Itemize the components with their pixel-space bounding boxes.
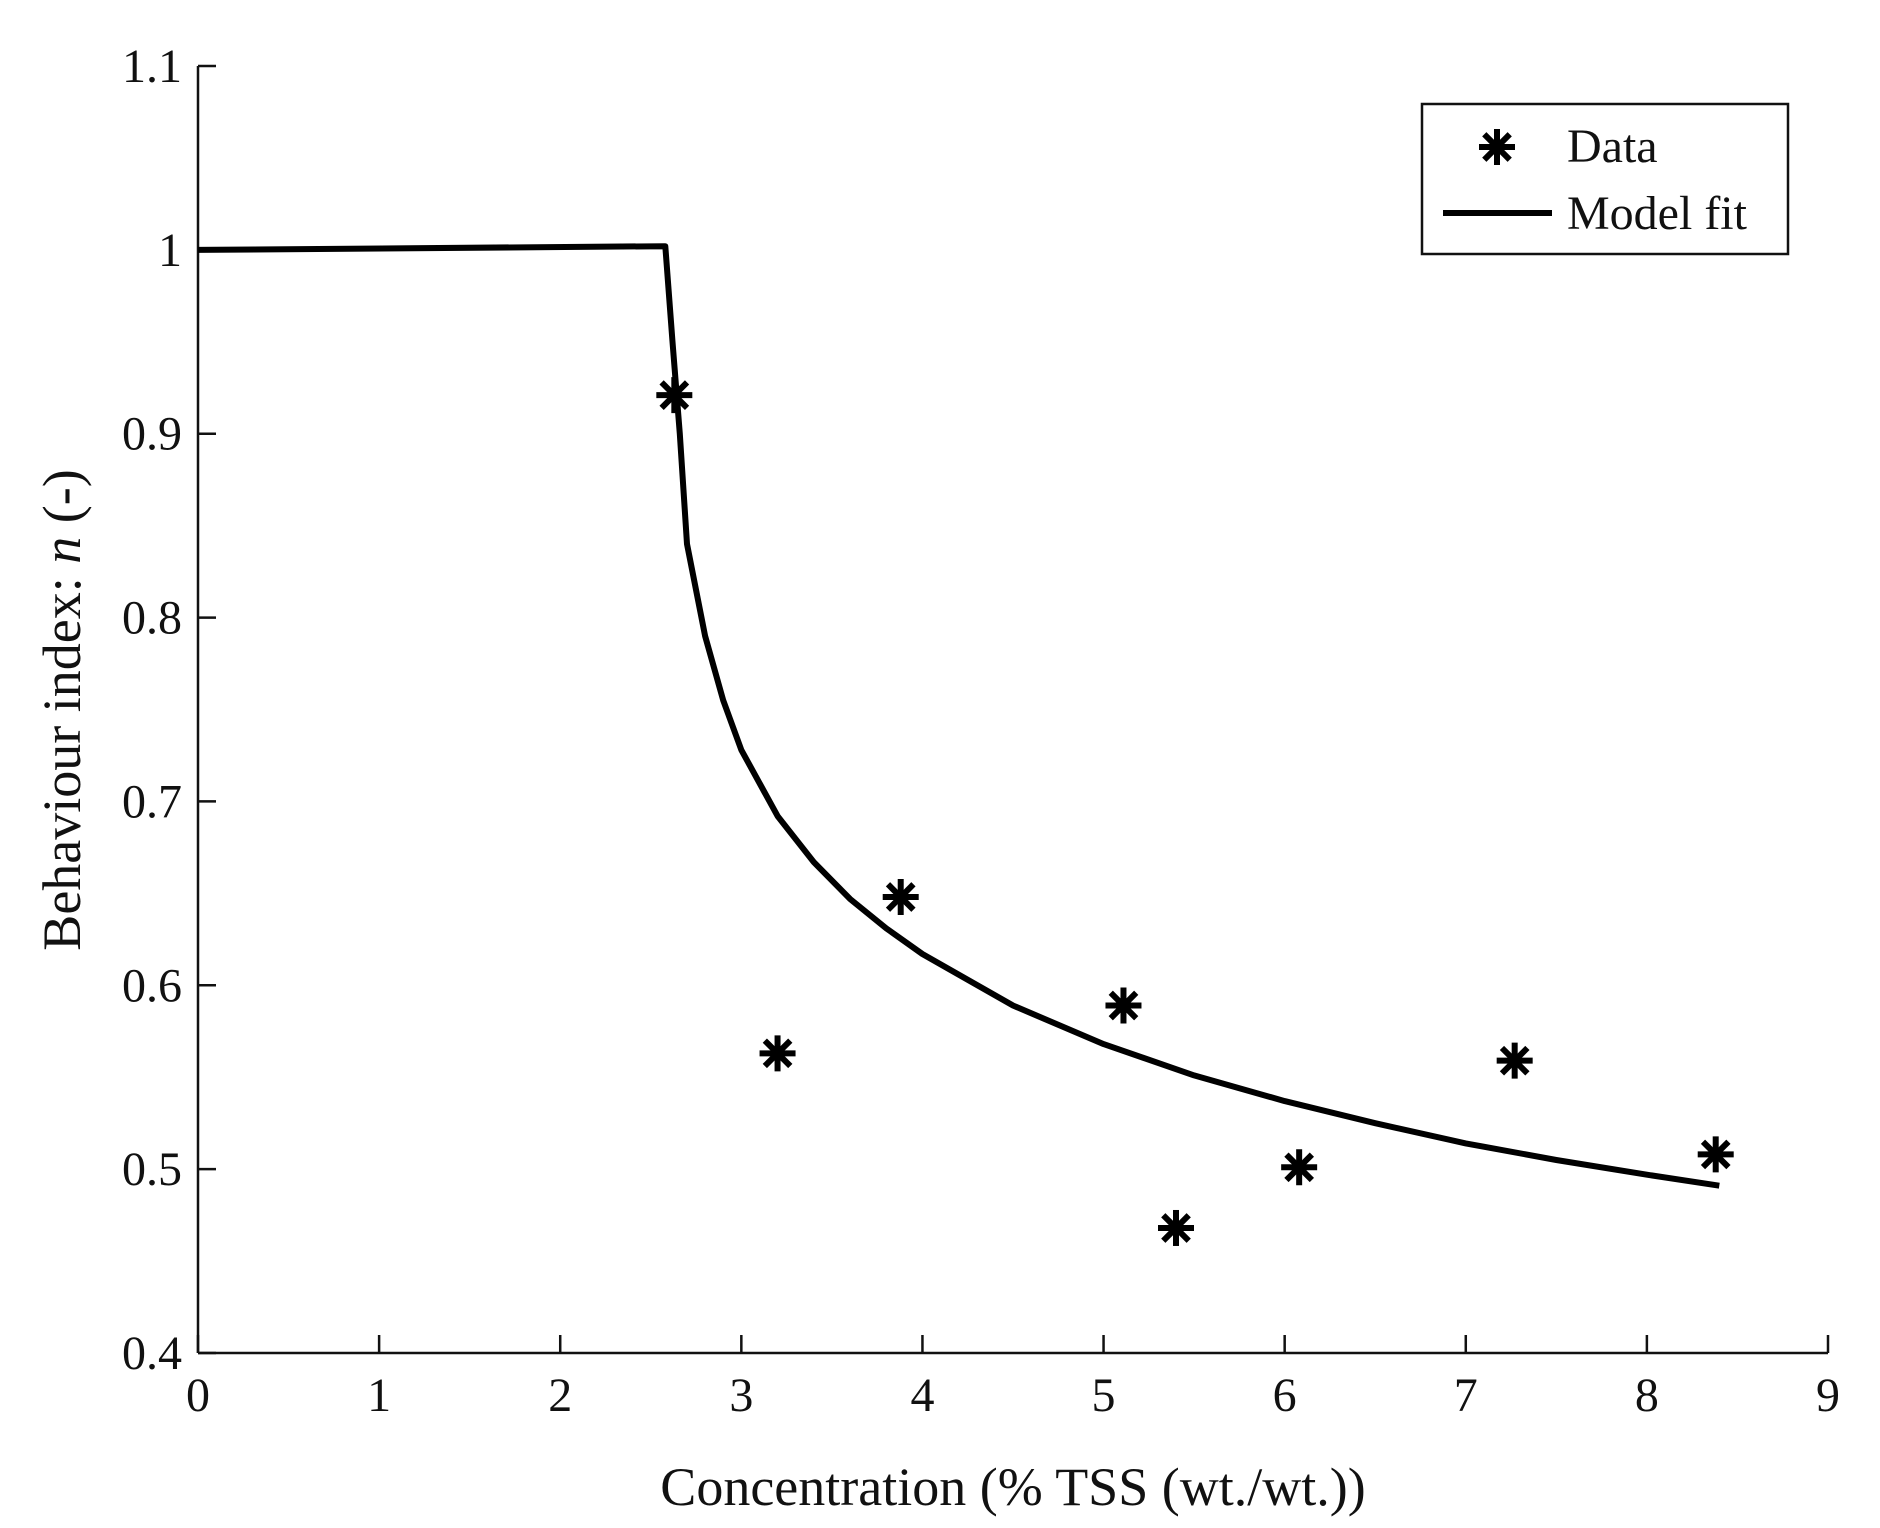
y-axis-title: Behaviour index: n (-) xyxy=(32,469,92,950)
model-fit-line xyxy=(197,243,1720,1189)
data-point xyxy=(1158,1209,1194,1246)
y-tick-label: 0.8 xyxy=(122,592,182,645)
x-tick-label: 9 xyxy=(1816,1369,1840,1422)
y-tick-label: 0.4 xyxy=(122,1327,182,1380)
legend-asterisk-icon xyxy=(1479,129,1515,165)
x-tick-label: 6 xyxy=(1273,1369,1297,1422)
axes xyxy=(196,66,1828,1355)
y-axis-title-suffix: (-) xyxy=(32,469,92,536)
legend-box xyxy=(1420,102,1790,256)
x-tick-label: 1 xyxy=(367,1369,391,1422)
y-tick-label: 0.9 xyxy=(122,408,182,461)
y-tick-label: 0.6 xyxy=(122,959,182,1012)
x-ticks: 0 1 2 3 4 5 6 7 8 9 xyxy=(186,1335,1840,1422)
data-point xyxy=(1697,1136,1734,1173)
x-tick-label: 2 xyxy=(548,1369,572,1422)
data-point xyxy=(656,377,693,414)
y-tick-label: 0.5 xyxy=(122,1143,182,1196)
y-axis-title-prefix: Behaviour index: xyxy=(32,564,92,951)
data-point xyxy=(1496,1042,1533,1079)
x-tick-label: 5 xyxy=(1092,1369,1116,1422)
legend-label-model-fit: Model fit xyxy=(1567,187,1748,240)
y-ticks: 0.4 0.5 0.6 0.7 0.8 0.9 1 1.1 xyxy=(122,40,216,1380)
legend-label-data: Data xyxy=(1567,120,1658,173)
data-point xyxy=(1281,1149,1318,1186)
y-tick-label: 1.1 xyxy=(122,40,182,93)
y-tick-label: 0.7 xyxy=(122,775,182,828)
legend: Data Model fit xyxy=(1420,102,1790,256)
x-tick-label: 3 xyxy=(729,1369,753,1422)
x-tick-label: 0 xyxy=(186,1369,210,1422)
x-tick-label: 8 xyxy=(1635,1369,1659,1422)
data-series xyxy=(656,377,1734,1246)
data-point xyxy=(759,1035,796,1072)
legend-data-marker-icon xyxy=(1479,129,1515,165)
x-tick-label: 4 xyxy=(910,1369,934,1422)
y-tick-label: 1 xyxy=(158,224,182,277)
data-point xyxy=(882,879,919,916)
y-axis-title-symbol: n xyxy=(32,537,92,564)
x-tick-label: 7 xyxy=(1454,1369,1478,1422)
data-point xyxy=(1105,987,1142,1024)
model-fit-series xyxy=(197,243,1720,1189)
x-axis-title: Concentration (% TSS (wt./wt.)) xyxy=(660,1457,1365,1517)
